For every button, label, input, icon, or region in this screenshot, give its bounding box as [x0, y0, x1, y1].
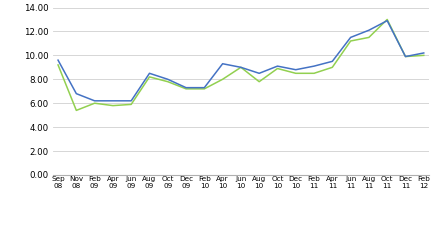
High — [129, 99, 134, 102]
High — [238, 66, 244, 69]
Low — [275, 67, 280, 70]
Low — [56, 64, 61, 66]
High — [257, 72, 262, 75]
High — [202, 86, 207, 89]
High — [220, 62, 225, 65]
High — [403, 55, 408, 58]
High — [56, 59, 61, 62]
Low — [147, 76, 152, 78]
Low — [220, 78, 225, 81]
Low — [74, 109, 79, 112]
High — [348, 36, 353, 39]
High — [184, 86, 189, 89]
Low — [311, 72, 317, 75]
Low — [184, 87, 189, 90]
Low — [330, 66, 335, 69]
Low — [257, 80, 262, 83]
Low — [366, 36, 371, 39]
Low — [293, 72, 298, 75]
Low — [385, 18, 390, 21]
High — [74, 92, 79, 95]
Low — [129, 103, 134, 106]
High — [147, 72, 152, 75]
High — [311, 64, 317, 68]
Low — [403, 55, 408, 58]
Low — [202, 87, 207, 90]
Low — [110, 104, 116, 107]
High — [385, 19, 390, 22]
Low — [165, 80, 170, 83]
Line: High: High — [58, 21, 424, 101]
Low — [238, 66, 244, 69]
High — [275, 64, 280, 68]
High — [366, 29, 371, 32]
High — [293, 68, 298, 71]
Low — [92, 102, 97, 105]
High — [110, 99, 116, 102]
Low — [348, 40, 353, 42]
High — [330, 60, 335, 63]
High — [421, 52, 426, 54]
Low — [421, 54, 426, 57]
High — [165, 78, 170, 81]
Line: Low: Low — [58, 20, 424, 110]
High — [92, 99, 97, 102]
